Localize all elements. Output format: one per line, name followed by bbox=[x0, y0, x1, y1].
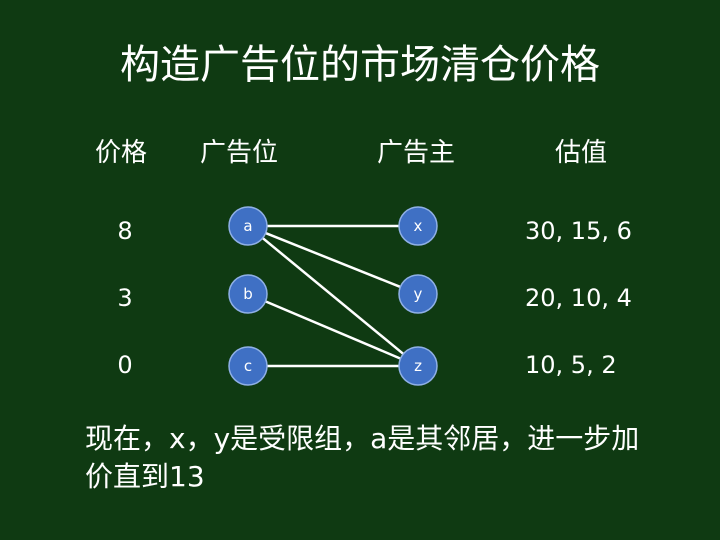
price-value: 8 bbox=[117, 217, 133, 245]
slot-node-b: b bbox=[228, 274, 268, 314]
header-price: 价格 bbox=[95, 138, 148, 168]
slot-node-circle bbox=[228, 346, 268, 386]
header-ad-slots: 广告位 bbox=[200, 138, 279, 168]
valuation-list: 30, 15, 6 bbox=[525, 217, 632, 245]
advertiser-node-circle bbox=[398, 206, 438, 246]
price-value: 0 bbox=[117, 351, 133, 379]
advertiser-node-z: z bbox=[398, 346, 438, 386]
slot-node-label: a bbox=[243, 217, 252, 235]
edge-b-z bbox=[265, 300, 401, 360]
slot-node-group: a b c bbox=[228, 206, 268, 386]
advertiser-node-x: x bbox=[398, 206, 438, 246]
header-advertisers: 广告主 bbox=[377, 138, 456, 168]
advertiser-node-circle bbox=[398, 274, 438, 314]
advertiser-node-label: z bbox=[414, 357, 422, 375]
advertiser-node-group: x y z bbox=[398, 206, 438, 386]
advertiser-node-y: y bbox=[398, 274, 438, 314]
slot-node-label: c bbox=[244, 357, 252, 375]
price-value: 3 bbox=[117, 284, 133, 312]
footer-note: 现在，x，y是受限组，a是其邻居，进一步加价直到13 bbox=[85, 422, 640, 493]
slot-node-c: c bbox=[228, 346, 268, 386]
edge-a-z bbox=[261, 237, 405, 355]
header-valuations: 估值 bbox=[555, 138, 608, 168]
advertiser-node-label: y bbox=[414, 285, 423, 303]
slot-node-circle bbox=[228, 206, 268, 246]
valuation-list: 10, 5, 2 bbox=[525, 351, 617, 379]
advertiser-node-label: x bbox=[414, 217, 423, 235]
slot-node-circle bbox=[228, 274, 268, 314]
slot-node-a: a bbox=[228, 206, 268, 246]
slot-node-label: b bbox=[243, 285, 253, 303]
valuation-list: 20, 10, 4 bbox=[525, 284, 632, 312]
edge-group bbox=[261, 224, 405, 368]
slide-title: 构造广告位的市场清仓价格 bbox=[120, 42, 600, 88]
edge-a-y bbox=[265, 231, 401, 289]
advertiser-node-circle bbox=[398, 346, 438, 386]
